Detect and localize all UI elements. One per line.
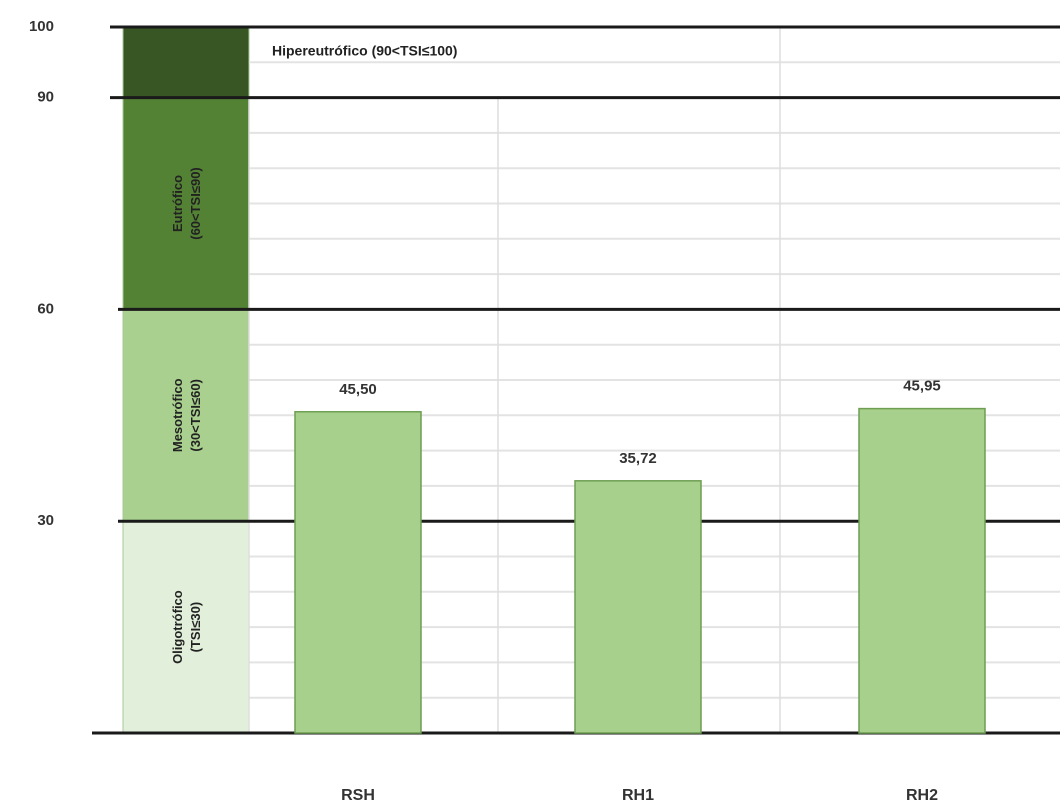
x-axis-categories: RSH RH1 RH2 xyxy=(341,787,938,804)
band-label-hipereutrofico: Hipereutrófico (90<TSI≤100) xyxy=(272,42,457,58)
y-axis: 100 90 60 30 xyxy=(29,18,54,529)
bars: 45,50 35,72 45,95 xyxy=(294,378,986,734)
data-label-rh1: 35,72 xyxy=(619,450,657,467)
band-label-1: Mesotrófico (30<TSI≤60) xyxy=(170,378,203,452)
bar-rh1 xyxy=(574,480,702,734)
data-label-rh2: 45,95 xyxy=(903,378,941,395)
category-label-rh2: RH2 xyxy=(906,787,938,804)
data-label-rsh: 45,50 xyxy=(339,381,377,398)
y-tick-30: 30 xyxy=(37,512,54,529)
trophic-band-column: Oligotrófico (TSI≤30) Mesotrófico (30<TSI≤6… xyxy=(122,26,250,734)
band-block-2 xyxy=(122,97,250,310)
band-block-1 xyxy=(122,308,250,522)
bar-rsh xyxy=(294,411,422,734)
y-tick-100: 100 xyxy=(29,18,54,35)
band-block-0 xyxy=(122,520,250,734)
bar-rh2 xyxy=(858,407,986,734)
band-label-0: Oligotrófico (TSI≤30) xyxy=(170,590,203,664)
y-tick-90: 90 xyxy=(37,89,54,106)
y-tick-60: 60 xyxy=(37,300,54,317)
category-label-rh1: RH1 xyxy=(622,787,654,804)
band-block-3 xyxy=(122,26,250,99)
band-label-2: Eutrófico (60<TSI≤90) xyxy=(170,167,203,240)
category-label-rsh: RSH xyxy=(341,787,375,804)
